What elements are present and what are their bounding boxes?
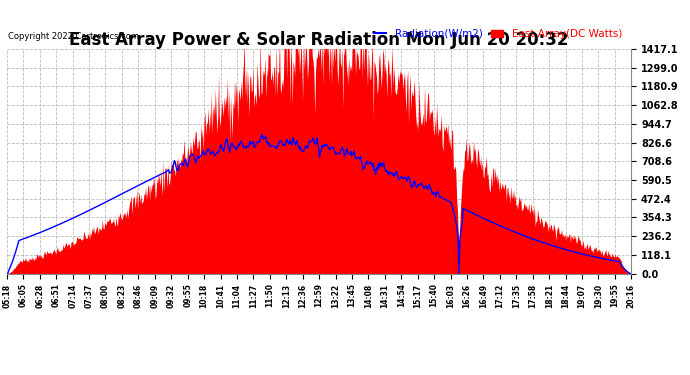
- Title: East Array Power & Solar Radiation Mon Jun 20 20:32: East Array Power & Solar Radiation Mon J…: [70, 31, 569, 49]
- Text: Copyright 2022 Cartronics.com: Copyright 2022 Cartronics.com: [8, 32, 139, 41]
- Legend: Radiation(W/m2), East Array(DC Watts): Radiation(W/m2), East Array(DC Watts): [370, 25, 626, 43]
